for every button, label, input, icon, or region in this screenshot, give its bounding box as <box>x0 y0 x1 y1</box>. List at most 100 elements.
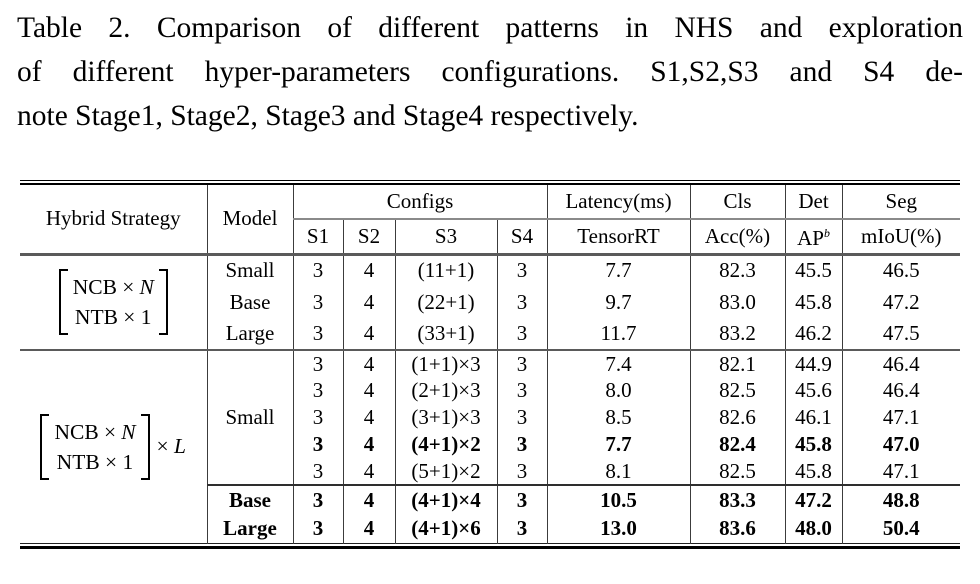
ap-label: AP <box>797 226 824 251</box>
table-cell: 3 <box>292 318 343 350</box>
table-cell: 46.4 <box>841 377 961 404</box>
table-cell: 3 <box>496 458 548 485</box>
table-cell: 3 <box>292 514 343 543</box>
col-header-det: Det <box>784 184 843 220</box>
table-cell: 47.1 <box>841 404 961 431</box>
table-cell: (3+1)×3 <box>394 404 497 431</box>
table-row: 3 4 (3+1)×3 3 8.5 82.6 46.1 47.1 <box>20 404 961 431</box>
table-cell: 13.0 <box>546 514 691 543</box>
table-cell: 3 <box>292 377 343 404</box>
table-cell: 7.7 <box>546 254 691 286</box>
table-cell: 50.4 <box>841 514 961 543</box>
table-cell: 4 <box>342 318 395 350</box>
col-header-acc: Acc(%) <box>689 219 786 254</box>
table-cell: 45.8 <box>784 458 843 485</box>
table-cell: 82.4 <box>689 431 786 458</box>
table-caption: Table 2. Comparison of different pattern… <box>17 6 963 138</box>
caption-line-1: Table 2. Comparison of different pattern… <box>17 12 963 44</box>
table-cell: 46.1 <box>784 404 843 431</box>
table-cell: 83.0 <box>689 286 786 318</box>
table-cell: 83.3 <box>689 484 786 514</box>
matrix-suffix: × L <box>156 434 187 459</box>
model-cell: Small <box>206 254 293 286</box>
table-cell: 4 <box>342 431 395 458</box>
table-cell: 82.5 <box>689 458 786 485</box>
matrix-line-2: NTB × 1 <box>56 449 134 474</box>
table-row: Large 3 4 (33+1) 3 11.7 83.2 46.2 47.5 <box>20 318 961 350</box>
table-row: 3 4 (2+1)×3 3 8.0 82.5 45.6 46.4 <box>20 377 961 404</box>
table-cell: (4+1)×4 <box>394 484 497 514</box>
table-cell: 8.1 <box>546 458 691 485</box>
table-cell: 3 <box>496 318 548 350</box>
table-cell: 7.7 <box>546 431 691 458</box>
table-cell: 4 <box>342 286 395 318</box>
table-cell: 83.2 <box>689 318 786 350</box>
table-cell: 4 <box>342 484 395 514</box>
group-ncb-ntb: NCB × N NTB × 1 Small 3 4 (11+1) 3 7.7 82… <box>20 254 961 350</box>
table-cell: 3 <box>496 484 548 514</box>
col-header-seg: Seg <box>841 184 961 220</box>
table-row: NCB × N NTB × 1 × L Small 3 4 (1+1)×3 3 7… <box>20 350 961 485</box>
table-cell: 45.8 <box>784 431 843 458</box>
table-cell: 45.6 <box>784 377 843 404</box>
table-cell: 45.8 <box>784 286 843 318</box>
col-header-model: Model <box>206 184 293 254</box>
results-table-wrap: Hybrid Strategy Model Configs Latency(ms… <box>20 180 961 549</box>
table-cell: (22+1) <box>394 286 497 318</box>
table-cell: 4 <box>342 377 395 404</box>
table-cell: 3 <box>292 404 343 431</box>
table-cell: 47.2 <box>784 484 843 514</box>
table-cell: 4 <box>342 514 395 543</box>
table-row: 3 4 (5+1)×2 3 8.1 82.5 45.8 47.1 <box>20 458 961 485</box>
col-header-s4: S4 <box>496 219 548 254</box>
table-cell: 48.0 <box>784 514 843 543</box>
strategy-matrix: NCB × N NTB × 1 <box>58 269 168 336</box>
header-row-2: S1 S2 S3 S4 TensorRT Acc(%) APb mIoU(%) <box>20 219 961 254</box>
col-header-miou: mIoU(%) <box>841 219 961 254</box>
table-cell: 10.5 <box>546 484 691 514</box>
model-cell: Base <box>206 286 293 318</box>
table-cell: 47.5 <box>841 318 961 350</box>
table-cell: 82.3 <box>689 254 786 286</box>
matrix-line-2: NTB × 1 <box>74 305 152 330</box>
caption-line-2: of different hyper-parameters configurat… <box>17 56 963 88</box>
col-header-configs: Configs <box>292 184 548 220</box>
table-cell: 4 <box>342 404 395 431</box>
table-cell: 3 <box>496 377 548 404</box>
table-cell: (5+1)×2 <box>394 458 497 485</box>
table-cell: 83.6 <box>689 514 786 543</box>
table-row: NCB × N NTB × 1 Small 3 4 (11+1) 3 7.7 82… <box>20 254 961 336</box>
table-cell: 47.0 <box>841 431 961 458</box>
col-header-latency: Latency(ms) <box>546 184 691 220</box>
table-cell: (4+1)×2 <box>394 431 497 458</box>
group-ncb-ntb-xl: NCB × N NTB × 1 × L Small 3 4 (1+1)×3 3 7… <box>20 350 961 543</box>
table-cell: 3 <box>496 350 548 377</box>
strategy-matrix: NCB × N NTB × 1 × L <box>40 413 187 480</box>
table-cell: (4+1)×6 <box>394 514 497 543</box>
matrix-line-1: NCB × N <box>54 419 136 444</box>
col-header-s3: S3 <box>394 219 497 254</box>
table-cell: 3 <box>496 254 548 286</box>
col-header-s2: S2 <box>342 219 395 254</box>
matrix-line-1: NCB × N <box>72 275 154 300</box>
table-cell: 3 <box>292 431 343 458</box>
table-cell: 3 <box>292 484 343 514</box>
table-cell: 3 <box>496 431 548 458</box>
table-cell: 4 <box>342 254 395 286</box>
table-cell: 3 <box>292 254 343 286</box>
col-header-ap: APb <box>784 219 843 254</box>
results-table: Hybrid Strategy Model Configs Latency(ms… <box>20 183 961 544</box>
table-cell: 11.7 <box>546 318 691 350</box>
table-cell: 47.1 <box>841 458 961 485</box>
table-cell: 9.7 <box>546 286 691 318</box>
table-cell: 45.5 <box>784 254 843 286</box>
right-bracket-icon <box>140 413 150 480</box>
col-header-tensorrt: TensorRT <box>546 219 691 254</box>
right-bracket-icon <box>158 269 168 336</box>
table-cell: 7.4 <box>546 350 691 377</box>
table-cell: 82.6 <box>689 404 786 431</box>
table-cell: (11+1) <box>394 254 497 286</box>
caption-line-3: note Stage1, Stage2, Stage3 and Stage4 r… <box>17 100 639 132</box>
table-row: Base 3 4 (22+1) 3 9.7 83.0 45.8 47.2 <box>20 286 961 318</box>
hybrid-strategy-cell: NCB × N NTB × 1 <box>20 254 207 350</box>
